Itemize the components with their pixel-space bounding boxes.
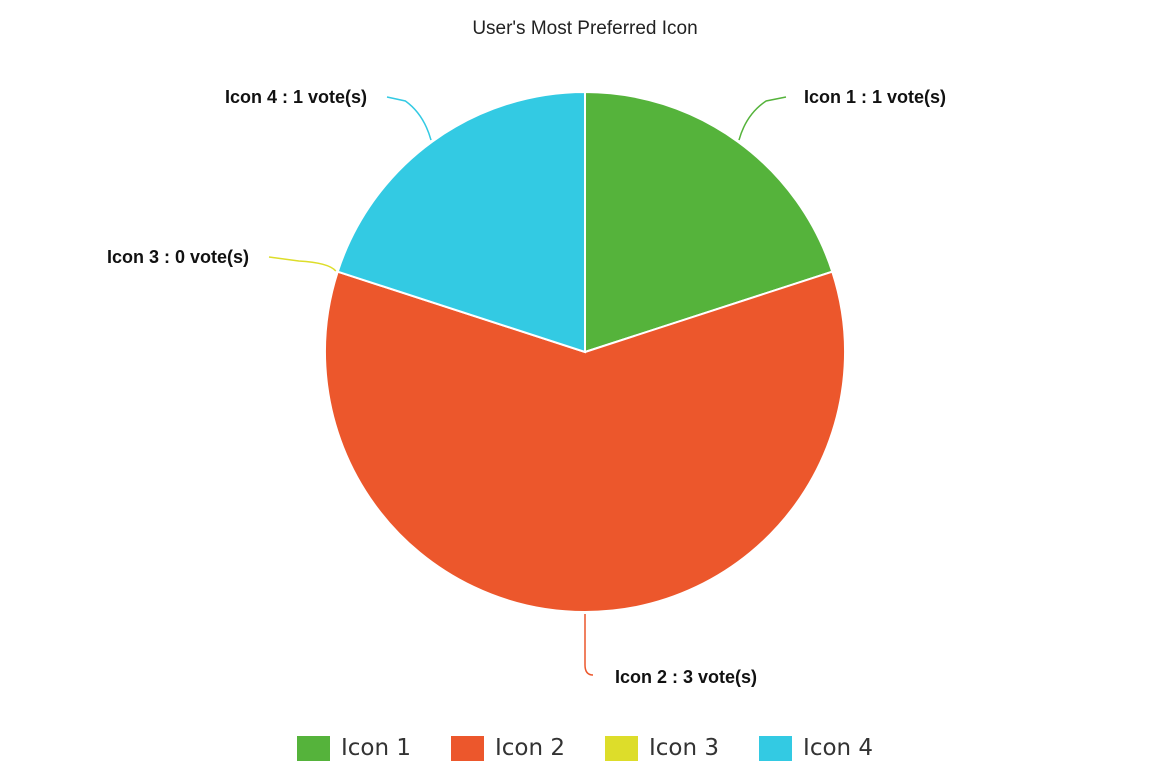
legend-label: Icon 3 xyxy=(649,735,720,761)
slice-label-icon-3: Icon 3 : 0 vote(s) xyxy=(107,247,249,267)
leader-line-icon-4 xyxy=(386,96,432,141)
legend-item-icon-1[interactable]: Icon 1 xyxy=(296,735,411,761)
legend-swatch xyxy=(296,735,330,761)
pie-slices xyxy=(324,90,846,613)
legend-label: Icon 2 xyxy=(494,735,565,761)
leader-line-icon-2 xyxy=(584,614,594,676)
legend-item-icon-3[interactable]: Icon 3 xyxy=(605,735,719,761)
legend: Icon 1 Icon 2 Icon 3 Icon 4 xyxy=(0,730,1170,766)
pie-slice-icon-4[interactable] xyxy=(336,90,586,354)
slice-label-icon-1: Icon 1 : 1 vote(s) xyxy=(804,87,946,107)
pie-slice-icon-1[interactable] xyxy=(584,90,834,354)
legend-item-icon-4[interactable]: Icon 4 xyxy=(759,735,873,761)
legend-swatch xyxy=(450,735,484,761)
slice-label-icon-2: Icon 2 : 3 vote(s) xyxy=(615,667,757,687)
legend-swatch xyxy=(605,735,638,761)
legend-label: Icon 4 xyxy=(803,735,874,761)
legend-swatch xyxy=(759,735,793,761)
slice-label-icon-4: Icon 4 : 1 vote(s) xyxy=(225,87,367,107)
chart-title: User's Most Preferred Icon xyxy=(472,18,697,39)
legend-label: Icon 1 xyxy=(340,735,411,761)
slice-labels: Icon 1 : 1 vote(s) Icon 2 : 3 vote(s) Icon… xyxy=(107,87,946,687)
legend-item-icon-2[interactable]: Icon 2 xyxy=(450,735,565,761)
pie-slice-icon-2[interactable] xyxy=(324,270,846,613)
leader-line-icon-3 xyxy=(268,256,337,272)
leader-line-icon-1 xyxy=(738,96,787,141)
label-leader-lines xyxy=(268,96,787,676)
